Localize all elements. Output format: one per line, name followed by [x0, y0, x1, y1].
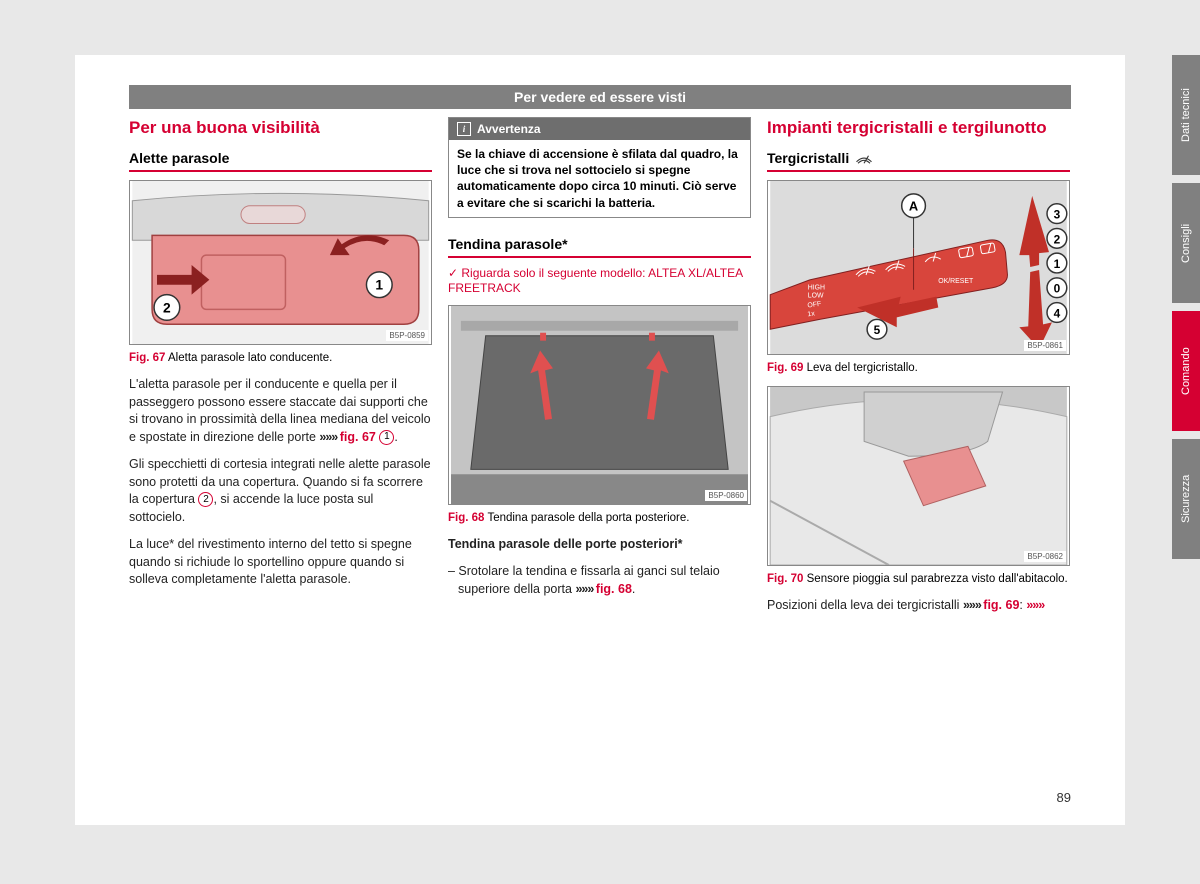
column-right: Impianti tergicristalli e tergilunotto T…	[767, 117, 1070, 625]
manual-page: Per vedere ed essere visti Per una buona…	[75, 55, 1125, 825]
warning-note: i Avvertenza Se la chiave di accensione …	[448, 117, 751, 218]
svg-text:LOW: LOW	[808, 293, 824, 300]
side-tabs: Dati tecnici Consigli Comando Sicurezza	[1172, 55, 1200, 567]
tab-comando[interactable]: Comando	[1172, 311, 1200, 431]
wiper-icon	[855, 151, 873, 165]
section-title-visibility: Per una buona visibilità	[129, 117, 432, 138]
figure-68-caption: Fig. 68 Tendina parasole della porta pos…	[448, 511, 751, 526]
content-columns: Per una buona visibilità Alette parasole…	[129, 117, 1071, 625]
paragraph-blind: – Srotolare la tendina e fissarla ai gan…	[448, 563, 751, 598]
callout-2: 2	[198, 492, 213, 507]
callout-1: 1	[379, 430, 394, 445]
svg-text:5: 5	[874, 323, 881, 337]
wiper-lever-illustration: HIGH LOW OFF 1x OK/RESET	[768, 181, 1069, 354]
figure-badge: B5P-0862	[1024, 551, 1066, 562]
model-applicability: ✓ Riguarda solo il seguente modello: ALT…	[448, 266, 751, 297]
tab-dati-tecnici[interactable]: Dati tecnici	[1172, 55, 1200, 175]
section-title-wipers: Impianti tergicristalli e tergilunotto	[767, 117, 1070, 138]
sun-blind-illustration	[449, 306, 750, 504]
column-left: Per una buona visibilità Alette parasole…	[129, 117, 432, 625]
page-number: 89	[1057, 790, 1071, 805]
paragraph-2: Gli specchietti di cortesia integrati ne…	[129, 456, 432, 526]
svg-text:4: 4	[1054, 307, 1061, 321]
figure-68: B5P-0860	[448, 305, 751, 505]
subheading-alette: Alette parasole	[129, 150, 432, 172]
svg-text:3: 3	[1054, 208, 1061, 222]
figure-69: HIGH LOW OFF 1x OK/RESET	[767, 180, 1070, 355]
paragraph-1: L'aletta parasole per il conducente e qu…	[129, 376, 432, 446]
svg-text:1: 1	[1054, 257, 1061, 271]
figure-70: B5P-0862	[767, 386, 1070, 566]
rain-sensor-illustration	[768, 387, 1069, 565]
svg-text:2: 2	[1054, 233, 1061, 247]
tab-sicurezza[interactable]: Sicurezza	[1172, 439, 1200, 559]
tab-consigli[interactable]: Consigli	[1172, 183, 1200, 303]
figure-badge: B5P-0859	[386, 330, 428, 341]
subheading-tendina: Tendina parasole*	[448, 236, 751, 258]
figure-67-caption: Fig. 67 Aletta parasole lato conducente.	[129, 351, 432, 366]
svg-text:1: 1	[375, 277, 383, 293]
figure-badge: B5P-0861	[1024, 340, 1066, 351]
page-header: Per vedere ed essere visti	[129, 85, 1071, 109]
figure-badge: B5P-0860	[705, 490, 747, 501]
figure-69-caption: Fig. 69 Leva del tergicristallo.	[767, 361, 1070, 376]
svg-text:0: 0	[1054, 282, 1061, 296]
svg-text:HIGH: HIGH	[808, 285, 825, 292]
paragraph-positions: Posizioni della leva dei tergicristalli …	[767, 597, 1070, 615]
paragraph-3: La luce* del rivestimento interno del te…	[129, 536, 432, 589]
note-body: Se la chiave di accensione è sfilata dal…	[449, 140, 750, 217]
info-icon: i	[457, 122, 471, 136]
sun-visor-illustration: 1 2	[130, 181, 431, 344]
figure-67: 1 2 B5P-0859	[129, 180, 432, 345]
subheading-tergicristalli: Tergicristalli	[767, 150, 1070, 172]
svg-text:2: 2	[163, 300, 171, 316]
svg-text:OK/RESET: OK/RESET	[938, 278, 974, 285]
figure-70-caption: Fig. 70 Sensore pioggia sul parabrezza v…	[767, 572, 1070, 587]
subheading-tendina-post: Tendina parasole delle porte posteriori*	[448, 536, 751, 554]
svg-text:A: A	[909, 199, 918, 214]
note-header: i Avvertenza	[449, 118, 750, 140]
column-middle: i Avvertenza Se la chiave di accensione …	[448, 117, 751, 625]
